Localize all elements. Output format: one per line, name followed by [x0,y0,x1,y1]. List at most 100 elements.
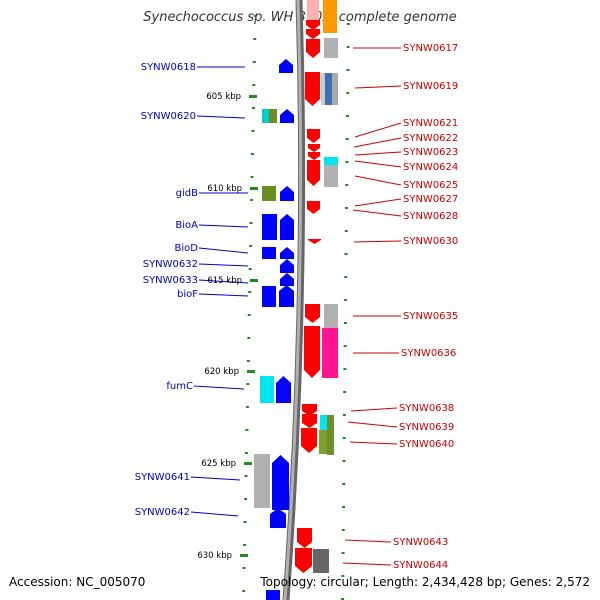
forward-gene-arrow [280,109,294,123]
tick-mark [342,506,346,508]
label-leader-line [354,175,402,186]
label-leader-line [198,293,249,297]
orf-block [262,186,276,201]
gene-label-right: SYNW0623 [403,147,458,158]
forward-gene-arrow [272,455,289,510]
gene-block [266,590,280,600]
accession-text: Accession: NC_005070 [9,575,146,589]
gene-label-right: SYNW0635 [403,311,458,322]
gene-label-right: SYNW0638 [399,403,454,414]
reverse-gene-arrow [306,20,320,30]
orf-block [324,38,338,58]
label-leader-line [354,160,402,168]
tick-mark [242,590,246,592]
reverse-gene-arrow [302,414,317,428]
reverse-gene-arrow [302,404,317,416]
tick-mark [342,460,346,462]
gene-label-left: SYNW0641 [135,472,190,483]
reverse-gene-arrow [295,548,312,573]
label-leader-line [354,151,402,156]
label-leader-line [347,421,398,428]
gene-label-right: SYNW0628 [403,211,458,222]
gene-label-right: SYNW0643 [393,537,448,548]
tick-mark [252,84,256,86]
reverse-gene-arrow [307,160,320,186]
label-leader-line [342,562,392,566]
tick-mark [251,107,255,109]
label-leader-line [198,279,249,284]
gene-block [262,247,276,259]
forward-gene-arrow [280,214,294,240]
tick-mark [343,391,347,393]
forward-gene-arrow [270,508,286,528]
tick-mark [346,92,350,94]
orf-block [325,73,333,105]
tick-mark [344,253,348,255]
reverse-gene-arrow [308,144,320,152]
label-leader-line [354,85,402,89]
tick-mark [252,61,256,63]
gene-label-left: gidB [176,188,198,199]
kbp-major-tick [240,554,248,557]
reverse-gene-arrow [304,326,320,378]
gene-label-left: BioD [175,243,199,254]
label-leader-line [353,137,402,148]
label-leader-line [198,224,249,228]
gene-label-right: SYNW0625 [403,180,458,191]
tick-mark [343,322,347,324]
tick-mark [344,299,348,301]
tick-mark [253,38,257,40]
gene-labels: SYNW0618 SYNW0620 gidB BioA BioD SYNW0632 SYNW… [135,43,459,571]
kbp-major-tick [247,370,255,373]
tick-mark [250,153,254,155]
tick-mark [346,46,350,48]
gene-label-left: SYNW0620 [141,111,196,122]
gene-label-right: SYNW0636 [401,348,456,359]
tick-mark [243,521,247,523]
orf-block [327,415,334,455]
tick-mark [244,452,248,454]
label-leader-line [354,198,402,207]
forward-gene-arrow [280,247,294,259]
tick-mark [345,207,349,209]
tick-mark [246,383,250,385]
orf-block [323,0,337,33]
gene-label-right: SYNW0644 [393,560,448,571]
tick-mark [344,230,348,232]
tick-mark [249,245,253,247]
tick-mark [246,360,250,362]
tick-mark [250,199,254,201]
label-leader-line [198,263,249,267]
reverse-gene-arrow [306,29,320,39]
kbp-major-tick [249,95,257,98]
kbp-scale: 605 kbp 610 kbp 615 kbp 620 kbp 625 kbp 630 k… [197,92,258,561]
tick-mark [343,368,347,370]
tick-mark [344,276,348,278]
orf-block [320,415,328,431]
kbp-label: 630 kbp [197,551,232,561]
tick-mark [345,138,349,140]
label-leader-line [344,539,392,543]
forward-gene-arrow [276,376,291,403]
tick-marks [242,15,350,600]
gene-label-left: SYNW0618 [141,62,196,73]
gene-block [262,214,277,240]
tick-mark [345,161,349,163]
orf-block [260,376,274,403]
tick-mark [341,529,345,531]
label-leader-line [353,240,402,243]
orf-block [324,304,338,328]
kbp-major-tick [250,187,258,190]
tick-mark [346,23,350,25]
kbp-label: 610 kbp [207,184,242,194]
gene-label-left: BioA [175,220,198,231]
reverse-gene-arrow [308,239,321,244]
gene-label-right: SYNW0640 [399,439,454,450]
tick-mark [249,222,253,224]
topology-text: Topology: circular; Length: 2,434,428 bp… [260,575,590,589]
tick-mark [341,552,345,554]
orf-block [313,549,329,573]
label-leader-line [349,441,398,445]
gene-label-left: bioF [177,289,198,300]
gene-label-right: SYNW0619 [403,81,458,92]
